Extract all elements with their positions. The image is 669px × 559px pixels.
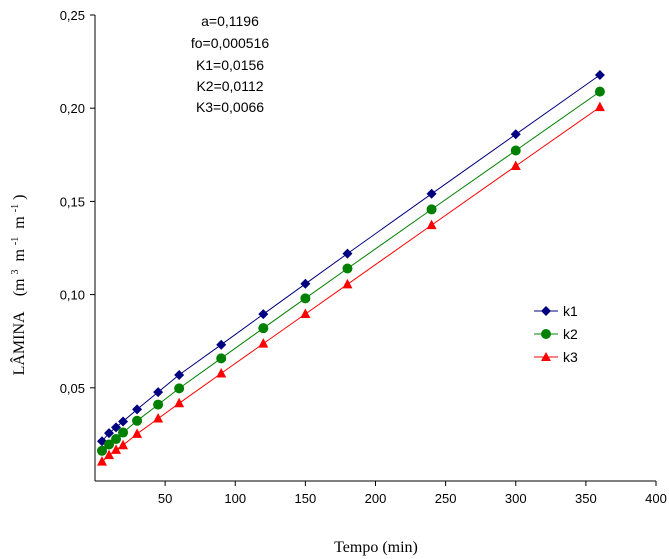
- data-point-k1: [258, 309, 269, 320]
- y-tick-label: 0,25: [60, 8, 85, 23]
- note-k2: K2=0,0112: [196, 78, 263, 94]
- note-k1: K1=0,0156: [196, 57, 264, 73]
- y-axis-title-spacer: [11, 300, 28, 308]
- y-axis-title-main: LÂMINA: [9, 311, 28, 375]
- note-fo: fo=0,000516: [191, 35, 269, 51]
- data-point-k3: [97, 456, 108, 466]
- data-point-k3: [342, 278, 353, 289]
- x-tick-label: 250: [435, 491, 457, 506]
- x-tick-label: 400: [645, 491, 667, 506]
- data-point-k1: [216, 339, 227, 350]
- data-point-k3: [594, 101, 605, 112]
- legend-marker-k3: [541, 352, 551, 361]
- data-point-k1: [594, 70, 605, 81]
- data-point-k1: [111, 422, 122, 433]
- data-point-k3: [153, 413, 164, 423]
- data-point-k1: [104, 428, 115, 439]
- data-point-k1: [132, 404, 143, 415]
- data-point-k2: [342, 263, 353, 274]
- data-point-k1: [300, 278, 311, 289]
- legend-marker-k1: [541, 306, 551, 316]
- x-tick-label: 200: [365, 491, 387, 506]
- legend: k1 k2 k3: [534, 303, 578, 365]
- data-point-k3: [111, 444, 122, 454]
- x-tick-label: 50: [158, 491, 172, 506]
- data-point-k3: [426, 219, 437, 230]
- y-axis-unit-mid1: m: [11, 249, 28, 266]
- legend-label-k2: k2: [563, 326, 578, 342]
- data-point-k3: [216, 367, 227, 378]
- y-axis-ticks: 0,05 0,10 0,15 0,20 0,25: [60, 8, 95, 396]
- data-point-k1: [174, 369, 185, 380]
- x-tick-label: 100: [224, 491, 246, 506]
- note-a: a=0,1196: [201, 13, 259, 29]
- series-k1: [97, 70, 605, 447]
- data-point-k2: [118, 427, 129, 438]
- data-point-k3: [104, 449, 115, 460]
- data-point-k1: [510, 129, 521, 140]
- x-axis-ticks: 50 100 150 200 250 300 350 400: [158, 481, 667, 506]
- data-point-k2: [97, 445, 108, 456]
- y-axis-unit-close: ): [11, 195, 28, 200]
- data-point-k3: [510, 160, 521, 170]
- data-point-k2: [216, 353, 227, 364]
- y-tick-label: 0,15: [60, 194, 85, 209]
- legend-label-k1: k1: [563, 303, 578, 319]
- data-point-k2: [300, 293, 311, 304]
- series-line-k3: [101, 106, 601, 462]
- series-k2: [97, 86, 605, 456]
- y-axis-unit-mid2: m: [11, 216, 28, 233]
- series-layer: [97, 70, 605, 466]
- x-tick-label: 350: [575, 491, 597, 506]
- data-point-k3: [174, 397, 185, 408]
- parameter-notes: a=0,1196 fo=0,000516 K1=0,0156 K2=0,0112…: [191, 13, 269, 115]
- data-point-k1: [426, 188, 437, 199]
- y-axis-unit-exp1: 3: [10, 270, 21, 275]
- y-axis-title: LÂMINA (m 3 m -1 m -1 ): [5, 195, 28, 376]
- data-point-k2: [111, 434, 122, 445]
- x-tick-label: 150: [295, 491, 317, 506]
- data-point-k2: [132, 415, 143, 426]
- series-k3: [97, 101, 605, 466]
- data-point-k1: [342, 248, 353, 259]
- y-axis-unit-exp3: -1: [10, 204, 21, 212]
- data-point-k2: [426, 204, 437, 215]
- data-point-k2: [258, 323, 269, 334]
- data-point-k2: [104, 439, 115, 450]
- data-point-k3: [258, 338, 269, 348]
- note-k3: K3=0,0066: [196, 99, 264, 115]
- data-point-k2: [510, 145, 521, 156]
- y-tick-label: 0,10: [60, 288, 85, 303]
- data-point-k1: [118, 416, 129, 427]
- y-axis-unit-exp2: -1: [10, 237, 21, 245]
- data-point-k1: [153, 387, 164, 398]
- y-tick-label: 0,20: [60, 101, 85, 116]
- y-axis-unit-open: (m: [11, 278, 28, 296]
- data-point-k2: [594, 86, 605, 97]
- axes: [94, 15, 656, 482]
- data-point-k3: [118, 439, 129, 450]
- legend-marker-k2: [541, 329, 551, 339]
- data-point-k2: [153, 399, 164, 410]
- legend-label-k3: k3: [563, 349, 578, 365]
- x-axis-title: Tempo (min): [334, 539, 418, 556]
- data-point-k2: [174, 383, 185, 394]
- y-tick-label: 0,05: [60, 381, 85, 396]
- data-point-k3: [300, 308, 311, 318]
- x-tick-label: 300: [505, 491, 527, 506]
- data-point-k3: [132, 428, 143, 438]
